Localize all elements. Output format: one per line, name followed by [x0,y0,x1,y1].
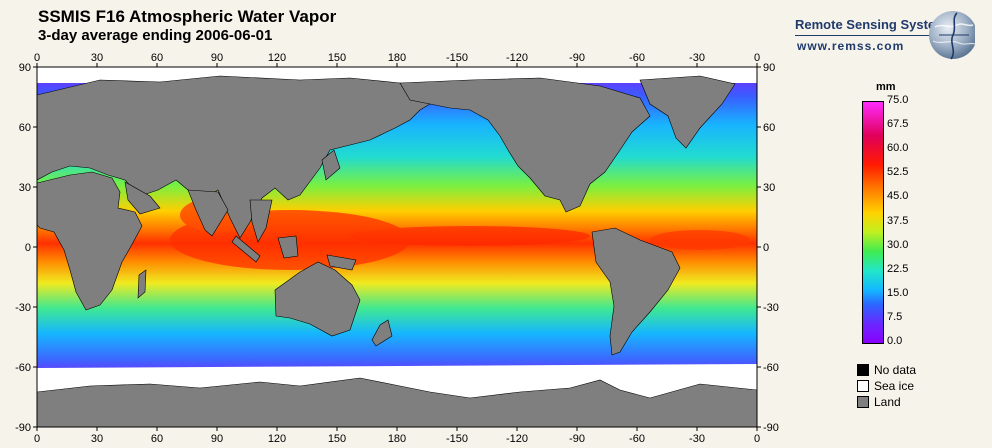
lat-tick-label-right: 90 [763,62,775,74]
lat-tick-label-left: 60 [19,122,31,134]
legend-sea-ice-label: Sea ice [874,379,915,393]
lon-tick-label-top: 0 [754,52,760,64]
lat-tick-label-right: 60 [763,122,775,134]
lon-tick-label-top: -60 [629,52,645,64]
lon-tick-label-bottom: -120 [506,433,528,445]
colorbar [862,101,884,344]
colorbar-tick-label: 37.5 [887,214,909,227]
lon-tick-label-top: 0 [34,52,40,64]
lat-tick-label-left: -90 [15,422,31,434]
colorbar-tick-label: 52.5 [887,166,909,179]
greenland [639,75,736,149]
borneo [277,235,299,259]
colorbar-tick-label: 75.0 [887,94,909,106]
rss-logo: Remote Sensing Systems www.remss.com [795,5,975,65]
arabia [124,181,161,215]
axis-ticks: 0 0 30 30 60 60 90 90 120 120 150 150 180 180 -150 -150… [15,52,779,445]
colorbar-tick-label: 15.0 [887,286,909,299]
india [187,189,229,237]
map-title: SSMIS F16 Atmospheric Water Vapor [38,7,337,26]
map-subtitle: 3-day average ending 2006-06-01 [38,27,273,44]
lon-tick-label-bottom: 0 [34,433,40,445]
land-masses [37,75,757,427]
lon-tick-label-bottom: 150 [328,433,346,445]
lat-tick-label-right: 30 [763,182,775,194]
colorbar-tick-label: 67.5 [887,118,909,131]
australia [274,261,361,337]
lon-tick-label-top: 60 [151,52,163,64]
lat-tick-label-left: 30 [19,182,31,194]
lon-tick-label-bottom: 90 [211,433,223,445]
lon-tick-label-bottom: 180 [388,433,406,445]
africa [37,171,143,311]
new-guinea [326,254,357,271]
colorbar-tick-label: 22.5 [887,262,909,275]
no-data-swatch [857,364,869,376]
lon-tick-label-top: 150 [328,52,346,64]
colorbar-tick-label: 7.5 [887,310,903,323]
lon-tick-label-top: 180 [388,52,406,64]
logo-url: www.remss.com [797,39,905,53]
colorbar-unit: mm [876,81,896,93]
lon-tick-label-top: 90 [211,52,223,64]
logo-name: Remote Sensing Systems [795,17,954,32]
new-zealand [371,319,393,347]
lat-tick-label-left: -60 [15,362,31,374]
lon-tick-label-bottom: -90 [569,433,585,445]
globe-icon [929,11,975,60]
lon-tick-label-top: -90 [569,52,585,64]
sumatra [231,235,261,263]
lon-tick-label-top: -120 [506,52,528,64]
lat-tick-label-left: -30 [15,302,31,314]
lon-tick-label-bottom: -60 [629,433,645,445]
land-swatch [857,396,869,408]
north-america [399,77,651,213]
japan [321,149,341,181]
lat-tick-label-left: 90 [19,62,31,74]
colorbar-tick-label: 0.0 [887,335,903,347]
lon-tick-label-bottom: 60 [151,433,163,445]
south-america [591,227,681,356]
lon-tick-label-bottom: 120 [268,433,286,445]
lat-tick-label-right: -60 [763,362,779,374]
lon-tick-label-bottom: 30 [91,433,103,445]
lon-tick-label-top: -150 [446,52,468,64]
lon-tick-label-top: 30 [91,52,103,64]
lat-tick-label-right: 0 [763,242,769,254]
lon-tick-label-bottom: 0 [754,433,760,445]
lat-tick-label-right: -90 [763,422,779,434]
lon-tick-label-bottom: -30 [689,433,705,445]
lon-tick-label-top: 120 [268,52,286,64]
logo-underline [795,35,945,36]
lon-tick-label-bottom: -150 [446,433,468,445]
colorbar-tick-label: 30.0 [887,238,909,251]
sea-ice-swatch [857,380,869,392]
lat-tick-label-right: -30 [763,302,779,314]
lon-tick-label-top: -30 [689,52,705,64]
colorbar-tick-label: 45.0 [887,190,909,203]
colorbar-tick-label: 60.0 [887,142,909,155]
antarctica [37,377,757,427]
indochina [249,199,273,243]
legend-no-data-label: No data [874,363,917,377]
madagascar [137,269,147,299]
lat-tick-label-left: 0 [25,242,31,254]
legend-land-label: Land [874,395,901,409]
